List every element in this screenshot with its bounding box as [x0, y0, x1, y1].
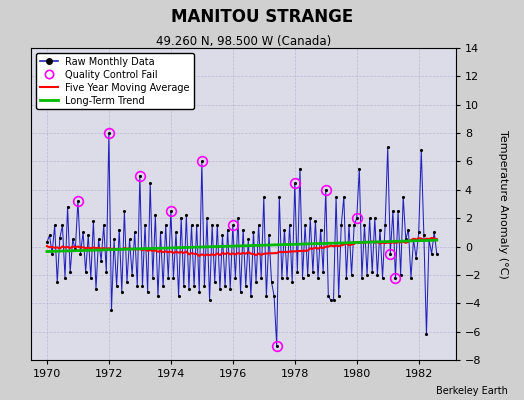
Text: Berkeley Earth: Berkeley Earth	[436, 386, 508, 396]
Text: MANITOU STRANGE: MANITOU STRANGE	[171, 8, 353, 26]
Title: 49.260 N, 98.500 W (Canada): 49.260 N, 98.500 W (Canada)	[156, 35, 331, 48]
Legend: Raw Monthly Data, Quality Control Fail, Five Year Moving Average, Long-Term Tren: Raw Monthly Data, Quality Control Fail, …	[36, 53, 194, 109]
Y-axis label: Temperature Anomaly (°C): Temperature Anomaly (°C)	[498, 130, 508, 278]
